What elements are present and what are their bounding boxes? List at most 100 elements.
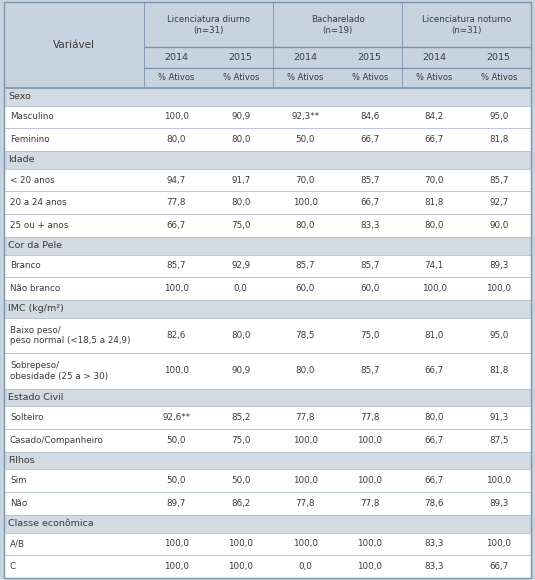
Bar bbox=[4, 353, 531, 389]
Text: 2015: 2015 bbox=[487, 53, 511, 62]
Text: 81,8: 81,8 bbox=[489, 135, 508, 144]
Text: 85,7: 85,7 bbox=[360, 367, 379, 375]
Text: 84,2: 84,2 bbox=[425, 113, 444, 121]
Text: Casado/Companheiro: Casado/Companheiro bbox=[10, 436, 104, 445]
Bar bbox=[4, 106, 531, 128]
Text: 2014: 2014 bbox=[422, 53, 446, 62]
Text: 77,8: 77,8 bbox=[295, 499, 315, 508]
Bar bbox=[4, 469, 531, 492]
Bar bbox=[4, 452, 531, 469]
Text: 66,7: 66,7 bbox=[425, 436, 444, 445]
Text: < 20 anos: < 20 anos bbox=[10, 176, 55, 184]
Text: 100,0: 100,0 bbox=[357, 476, 382, 485]
Text: Não branco: Não branco bbox=[10, 284, 60, 293]
Text: 78,5: 78,5 bbox=[295, 331, 315, 340]
Text: 2015: 2015 bbox=[229, 53, 253, 62]
Text: 77,8: 77,8 bbox=[295, 413, 315, 422]
Text: IMC (kg/m²): IMC (kg/m²) bbox=[8, 304, 64, 313]
Text: 60,0: 60,0 bbox=[360, 284, 379, 293]
Text: 92,9: 92,9 bbox=[231, 262, 250, 270]
Text: % Ativos: % Ativos bbox=[223, 73, 259, 82]
Text: 90,9: 90,9 bbox=[231, 367, 250, 375]
Text: 100,0: 100,0 bbox=[357, 539, 382, 549]
Text: 66,7: 66,7 bbox=[360, 198, 379, 207]
Text: 50,0: 50,0 bbox=[166, 436, 186, 445]
Text: % Ativos: % Ativos bbox=[287, 73, 324, 82]
Text: 66,7: 66,7 bbox=[425, 367, 444, 375]
Text: 77,8: 77,8 bbox=[360, 413, 379, 422]
Text: 2014: 2014 bbox=[293, 53, 317, 62]
Text: 100,0: 100,0 bbox=[357, 562, 382, 571]
Text: 0,0: 0,0 bbox=[234, 284, 248, 293]
Text: 80,0: 80,0 bbox=[166, 135, 186, 144]
Text: Feminino: Feminino bbox=[10, 135, 50, 144]
Text: 25 ou + anos: 25 ou + anos bbox=[10, 221, 68, 230]
Bar bbox=[4, 277, 531, 300]
Bar bbox=[4, 2, 531, 48]
Text: 80,0: 80,0 bbox=[231, 331, 250, 340]
Bar bbox=[4, 237, 531, 255]
Bar bbox=[4, 429, 531, 452]
Text: 100,0: 100,0 bbox=[164, 113, 189, 121]
Text: 75,0: 75,0 bbox=[231, 221, 250, 230]
Text: 82,6: 82,6 bbox=[166, 331, 186, 340]
Text: A/B: A/B bbox=[10, 539, 25, 549]
Bar bbox=[4, 515, 531, 532]
Text: 50,0: 50,0 bbox=[231, 476, 250, 485]
Text: 89,7: 89,7 bbox=[166, 499, 186, 508]
Text: 100,0: 100,0 bbox=[293, 436, 318, 445]
Text: Variável: Variável bbox=[53, 40, 95, 50]
Text: 87,5: 87,5 bbox=[489, 436, 508, 445]
Text: 83,3: 83,3 bbox=[424, 562, 444, 571]
Bar bbox=[4, 128, 531, 151]
Text: 94,7: 94,7 bbox=[166, 176, 186, 184]
Bar bbox=[4, 389, 531, 406]
Bar bbox=[4, 151, 531, 169]
Text: Solteiro: Solteiro bbox=[10, 413, 43, 422]
Text: 81,8: 81,8 bbox=[489, 367, 508, 375]
Text: 83,3: 83,3 bbox=[360, 221, 379, 230]
Text: 66,7: 66,7 bbox=[166, 221, 186, 230]
Text: 90,0: 90,0 bbox=[489, 221, 508, 230]
Bar bbox=[4, 214, 531, 237]
Text: 100,0: 100,0 bbox=[293, 476, 318, 485]
Bar bbox=[4, 406, 531, 429]
Text: 100,0: 100,0 bbox=[486, 284, 511, 293]
Bar bbox=[4, 88, 531, 106]
Text: 100,0: 100,0 bbox=[164, 284, 189, 293]
Text: 66,7: 66,7 bbox=[360, 135, 379, 144]
Text: 100,0: 100,0 bbox=[228, 562, 253, 571]
Bar bbox=[4, 300, 531, 318]
Text: 90,9: 90,9 bbox=[231, 113, 250, 121]
Text: 81,8: 81,8 bbox=[425, 198, 444, 207]
Text: Classe econômica: Classe econômica bbox=[8, 519, 94, 528]
Text: 100,0: 100,0 bbox=[486, 476, 511, 485]
Text: Não: Não bbox=[10, 499, 27, 508]
Text: Branco: Branco bbox=[10, 262, 41, 270]
Text: % Ativos: % Ativos bbox=[158, 73, 194, 82]
Text: % Ativos: % Ativos bbox=[416, 73, 453, 82]
Text: 91,7: 91,7 bbox=[231, 176, 250, 184]
Text: 80,0: 80,0 bbox=[424, 221, 444, 230]
Text: Licenciatura diurno
(n=31): Licenciatura diurno (n=31) bbox=[167, 15, 250, 35]
Text: 100,0: 100,0 bbox=[357, 436, 382, 445]
Text: 86,2: 86,2 bbox=[231, 499, 250, 508]
Text: 80,0: 80,0 bbox=[231, 135, 250, 144]
Text: 75,0: 75,0 bbox=[231, 436, 250, 445]
Text: 80,0: 80,0 bbox=[295, 221, 315, 230]
Text: C: C bbox=[10, 562, 16, 571]
Bar bbox=[4, 318, 531, 353]
Bar bbox=[4, 169, 531, 191]
Bar bbox=[4, 532, 531, 555]
Text: Baixo peso/
peso normal (<18,5 a 24,9): Baixo peso/ peso normal (<18,5 a 24,9) bbox=[10, 325, 131, 345]
Text: 80,0: 80,0 bbox=[295, 367, 315, 375]
Text: 92,3**: 92,3** bbox=[291, 113, 319, 121]
Text: 100,0: 100,0 bbox=[164, 562, 189, 571]
Text: 50,0: 50,0 bbox=[166, 476, 186, 485]
Text: 2015: 2015 bbox=[358, 53, 382, 62]
Text: Idade: Idade bbox=[8, 155, 34, 164]
Text: 81,0: 81,0 bbox=[425, 331, 444, 340]
Text: 89,3: 89,3 bbox=[489, 499, 508, 508]
Text: 80,0: 80,0 bbox=[424, 413, 444, 422]
Text: 20 a 24 anos: 20 a 24 anos bbox=[10, 198, 67, 207]
